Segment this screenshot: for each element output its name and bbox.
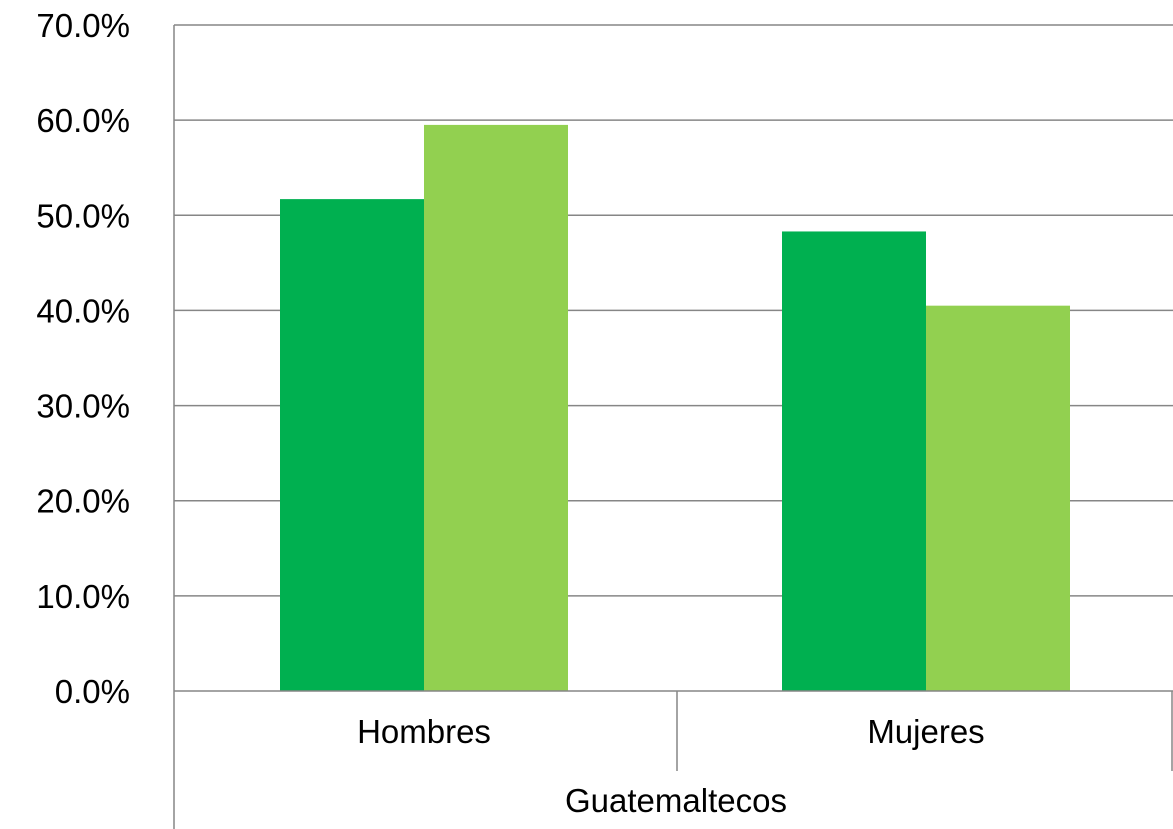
y-tick-label: 40.0% — [36, 292, 130, 329]
bar-hombres-series-1 — [280, 199, 424, 691]
y-tick-label: 30.0% — [36, 388, 130, 425]
group-label: Guatemaltecos — [565, 782, 787, 819]
y-tick-label: 70.0% — [36, 7, 130, 44]
bar-mujeres-series-1 — [782, 231, 926, 691]
y-tick-label: 0.0% — [55, 673, 130, 710]
y-tick-label: 50.0% — [36, 197, 130, 234]
y-tick-label: 60.0% — [36, 102, 130, 139]
x-axis-labels: Hombres Mujeres Guatemaltecos — [357, 713, 985, 819]
category-label-hombres: Hombres — [357, 713, 491, 750]
category-label-mujeres: Mujeres — [867, 713, 984, 750]
y-tick-label: 10.0% — [36, 578, 130, 615]
y-axis-ticks: 0.0% 10.0% 20.0% 30.0% 40.0% 50.0% 60.0% 70.0% — [36, 7, 130, 710]
y-tick-label: 20.0% — [36, 483, 130, 520]
axes — [173, 25, 1173, 829]
bar-hombres-series-2 — [424, 124, 568, 691]
bar-mujeres-series-2 — [926, 305, 1070, 691]
bars — [280, 124, 1070, 691]
